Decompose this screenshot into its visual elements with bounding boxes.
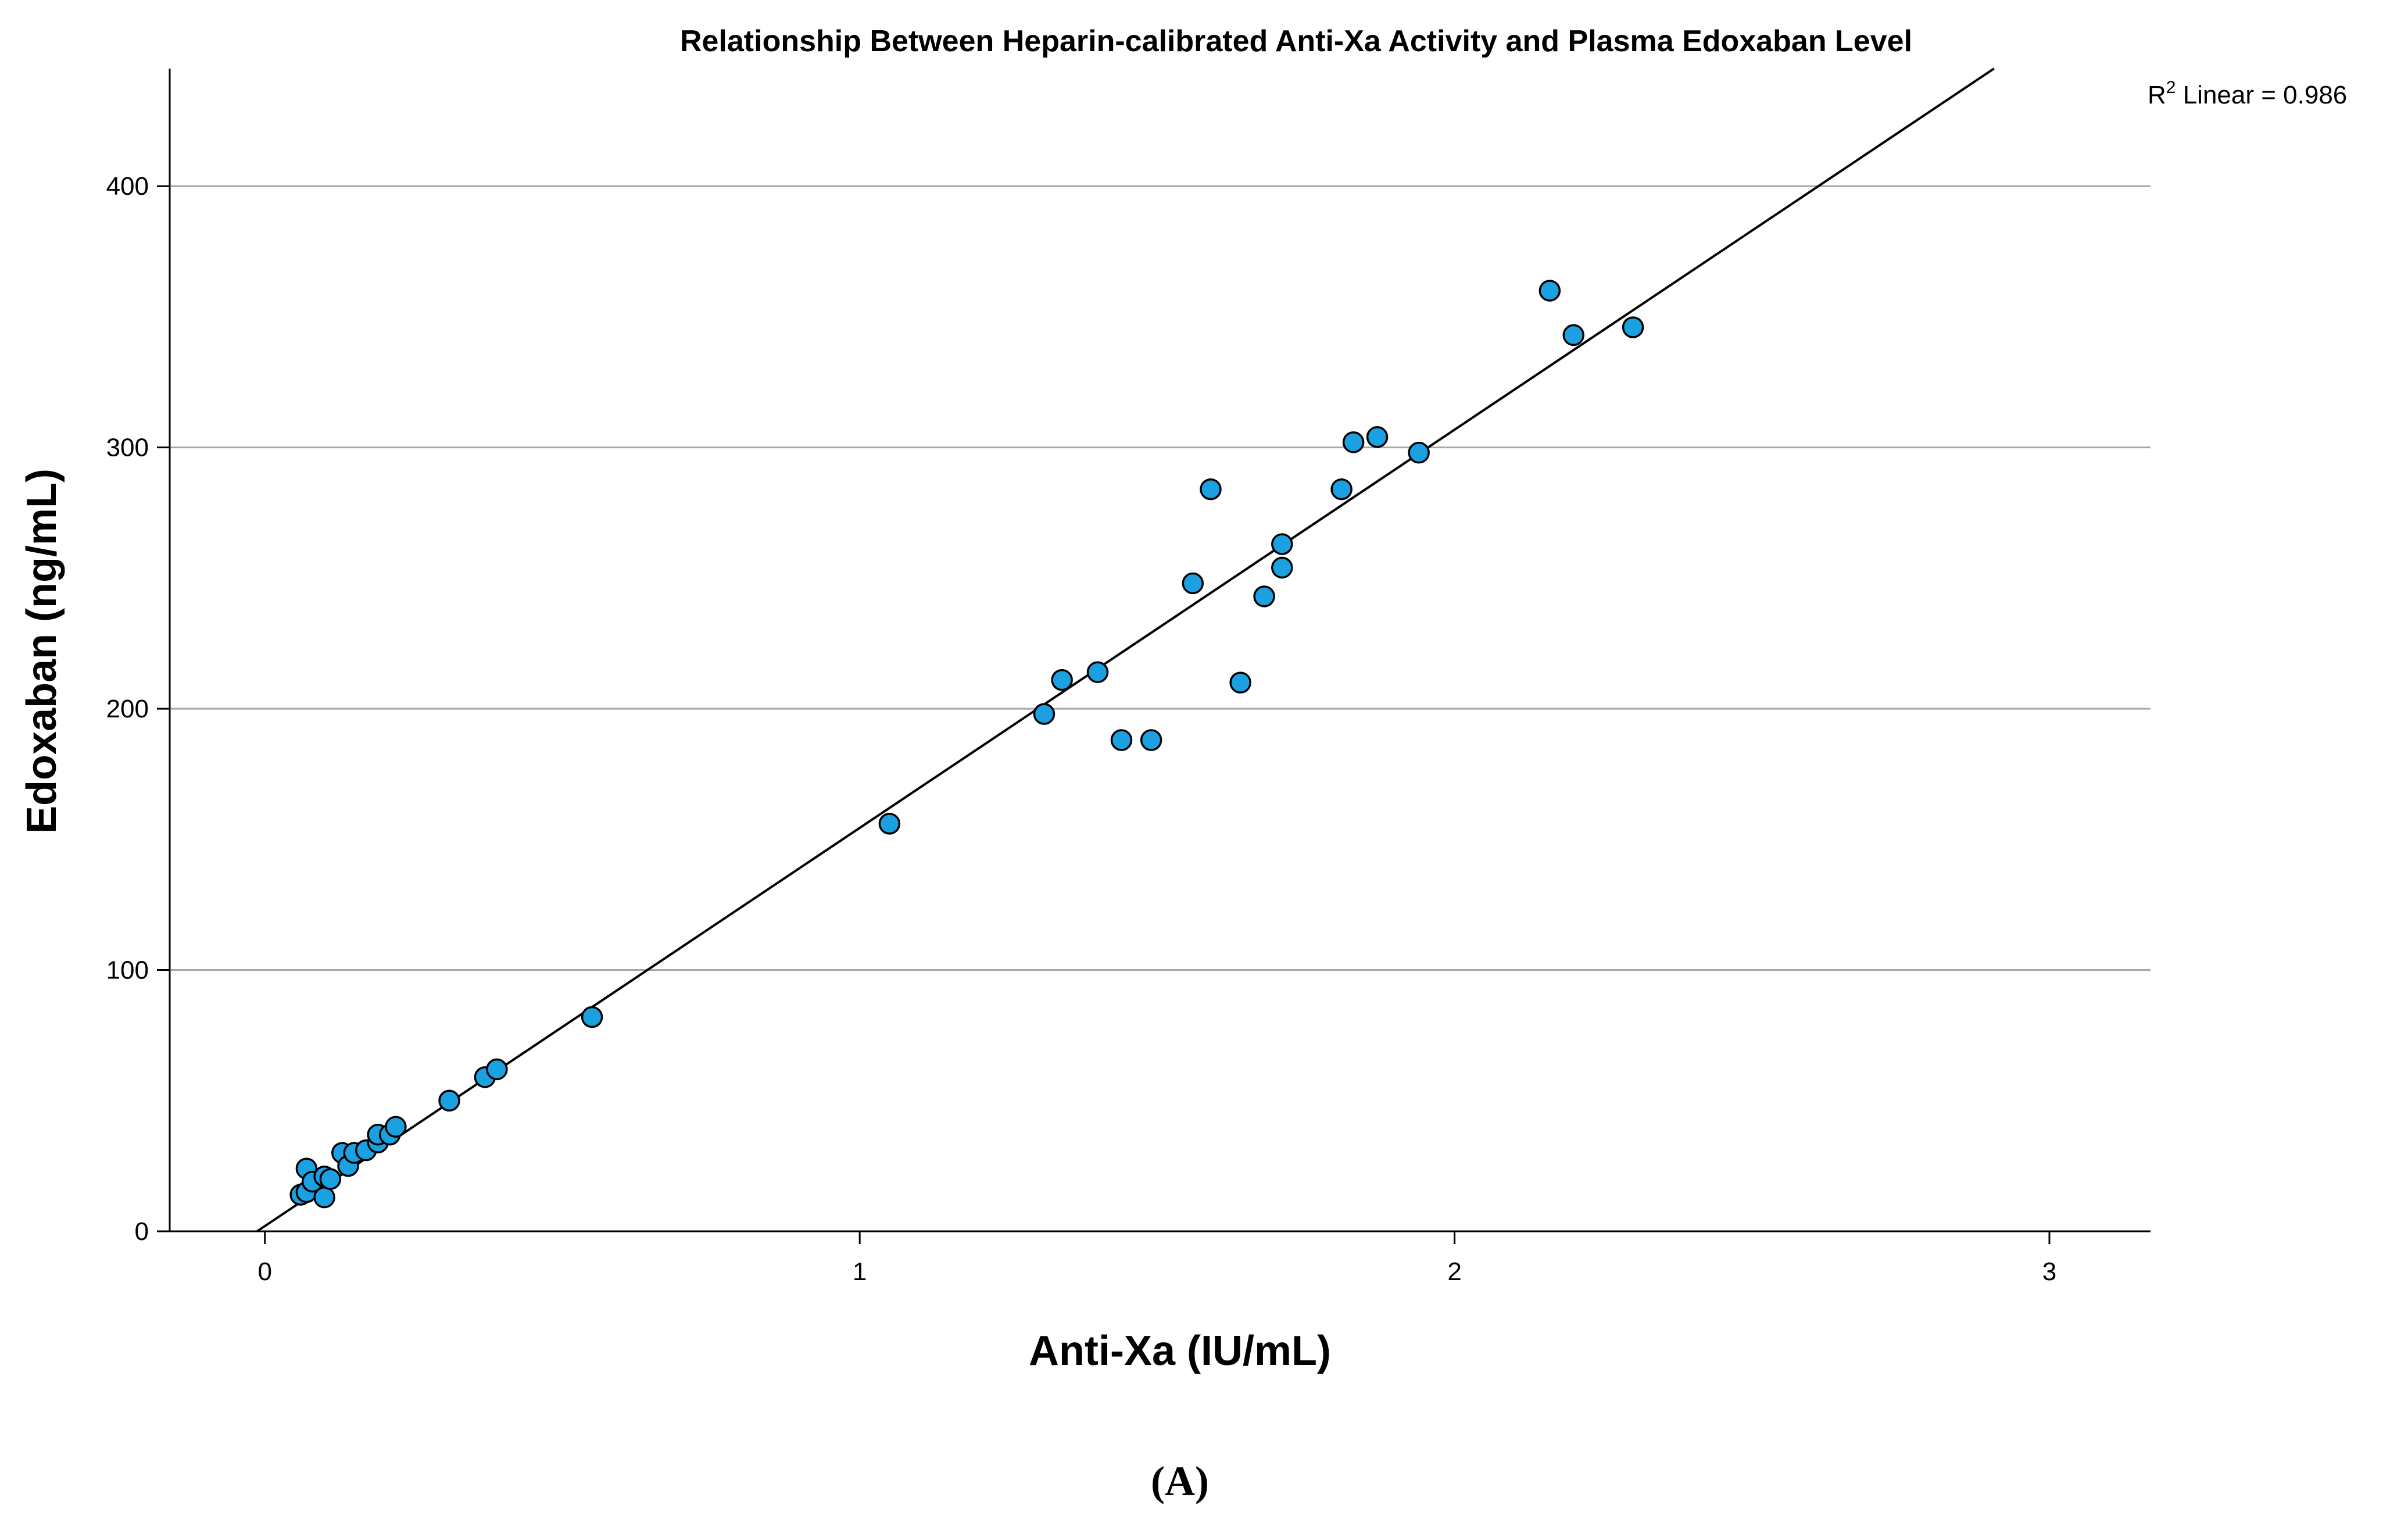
panel-label: (A): [1151, 1458, 1209, 1505]
data-point-35: [1538, 280, 1561, 302]
data-point-21: [1051, 669, 1073, 691]
x-tick-label-0: 0: [258, 1257, 272, 1286]
x-tick-label-1: 1: [853, 1257, 867, 1286]
x-tick-labels: 0 1 2 3: [258, 1257, 2057, 1286]
y-tick-label-400: 400: [106, 172, 149, 201]
y-tick-label-0: 0: [135, 1217, 149, 1246]
data-point-14: [385, 1116, 407, 1138]
y-tick-label-200: 200: [106, 695, 149, 723]
x-tick-label-3: 3: [2042, 1257, 2056, 1286]
data-point-15: [438, 1089, 460, 1112]
data-point-24: [1140, 729, 1162, 751]
axes: [157, 69, 2151, 1244]
y-tick-labels: 0 100 200 300 400: [106, 172, 149, 1246]
data-point-32: [1342, 431, 1365, 453]
gridlines: [170, 185, 2151, 971]
r-squared-r: R: [2148, 81, 2166, 109]
data-point-36: [1562, 324, 1585, 346]
data-point-29: [1271, 556, 1293, 579]
data-point-25: [1182, 572, 1204, 595]
data-point-22: [1086, 661, 1109, 683]
data-point-31: [1330, 478, 1353, 501]
chart-title: Relationship Between Heparin-calibrated …: [680, 24, 1912, 58]
data-point-20: [1033, 703, 1055, 725]
data-point-4: [313, 1186, 335, 1209]
x-axis-label: Anti-Xa (IU/mL): [1029, 1328, 1331, 1374]
data-point-23: [1110, 729, 1133, 751]
data-point-6: [319, 1168, 342, 1190]
data-point-26: [1200, 478, 1222, 501]
r-squared-superscript: 2: [2166, 78, 2176, 97]
y-tick-label-100: 100: [106, 956, 149, 985]
data-point-33: [1366, 426, 1389, 448]
data-point-30: [1271, 533, 1293, 555]
x-tick-label-2: 2: [1447, 1257, 1461, 1286]
data-point-28: [1253, 585, 1275, 608]
regression-line-layer: [256, 67, 1995, 1232]
data-point-17: [486, 1058, 508, 1081]
r-squared-label: R2 Linear = 0.986: [2148, 78, 2347, 109]
data-point-27: [1229, 671, 1251, 694]
regression-line: [256, 67, 1995, 1232]
y-tick-label-300: 300: [106, 434, 149, 462]
data-point-37: [1622, 316, 1644, 338]
data-points: [289, 280, 1644, 1209]
data-point-18: [581, 1006, 603, 1028]
data-point-19: [878, 813, 901, 835]
y-axis-label: Edoxaban (ng/mL): [19, 469, 65, 834]
r-squared-value: Linear = 0.986: [2176, 81, 2347, 109]
data-point-34: [1408, 441, 1430, 464]
